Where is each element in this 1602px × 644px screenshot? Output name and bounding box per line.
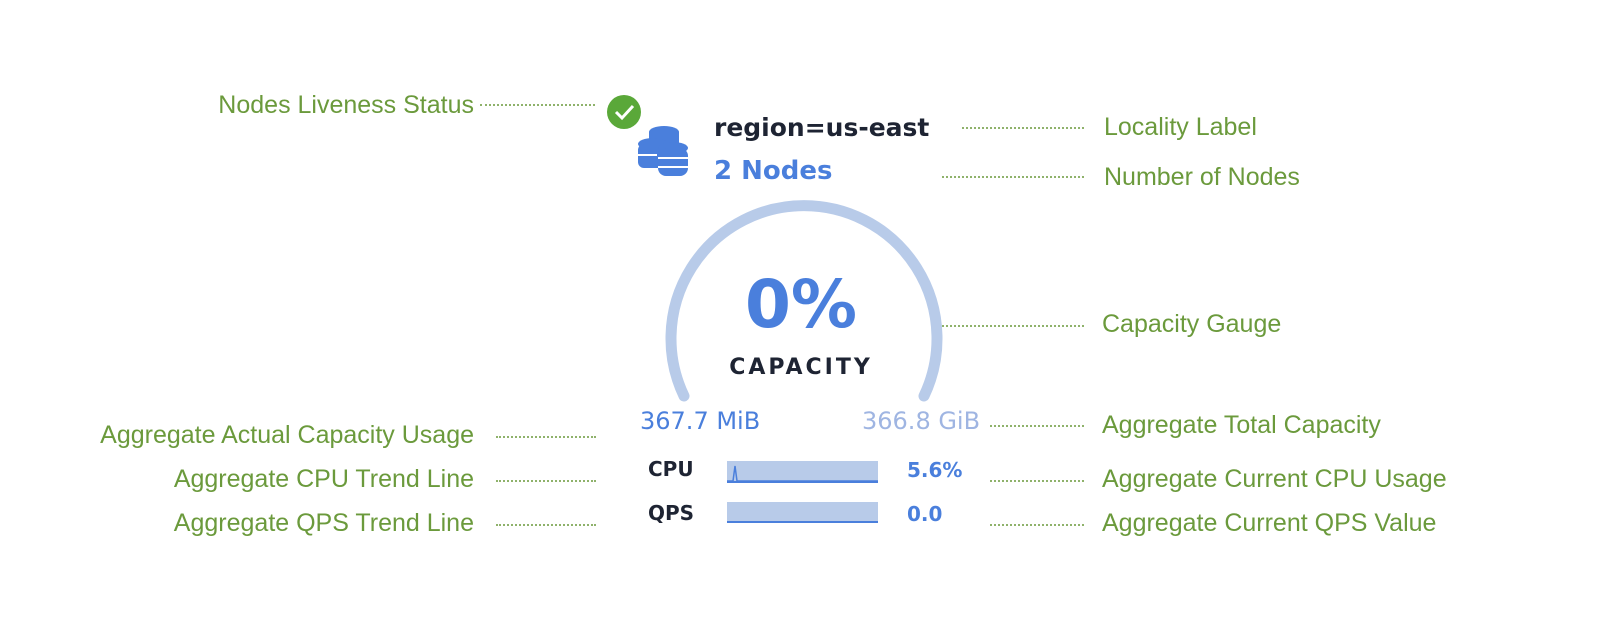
annotation-nodes: Number of Nodes (1104, 163, 1300, 191)
cpu-value: 5.6% (907, 458, 963, 482)
cpu-trend-line (727, 465, 878, 482)
leader-line (942, 176, 1084, 178)
capacity-used: 367.7 MiB (640, 407, 761, 435)
annotation-total: Aggregate Total Capacity (1102, 411, 1381, 439)
leader-line (990, 480, 1084, 482)
leader-line (942, 325, 1084, 327)
capacity-label: CAPACITY (729, 355, 873, 380)
qps-label: QPS (648, 501, 695, 525)
cpu-sparkline (727, 461, 878, 483)
capacity-percent: 0% (744, 266, 858, 343)
annotation-qps-current: Aggregate Current QPS Value (1102, 509, 1437, 537)
node-count-link[interactable]: 2 Nodes (714, 156, 833, 186)
capacity-total: 366.8 GiB (862, 407, 981, 435)
leader-line (480, 104, 595, 106)
annotation-cpu-trend: Aggregate CPU Trend Line (173, 465, 474, 493)
leader-line (496, 436, 596, 438)
annotation-liveness: Nodes Liveness Status (218, 91, 474, 119)
annotation-cpu-current: Aggregate Current CPU Usage (1102, 465, 1447, 493)
liveness-check-icon (607, 95, 641, 129)
annotation-locality: Locality Label (1104, 113, 1257, 141)
database-nodes-icon (638, 126, 688, 176)
leader-line (496, 524, 596, 526)
locality-label: region=us-east (714, 113, 930, 142)
qps-value: 0.0 (907, 502, 943, 526)
leader-line (990, 524, 1084, 526)
capacity-gauge (665, 200, 943, 402)
annotation-qps-trend: Aggregate QPS Trend Line (173, 509, 474, 537)
qps-sparkline (727, 502, 878, 523)
cpu-label: CPU (648, 457, 694, 481)
leader-line (990, 425, 1084, 427)
annotation-used: Aggregate Actual Capacity Usage (100, 421, 474, 449)
annotation-gauge: Capacity Gauge (1102, 310, 1282, 338)
leader-line (496, 480, 596, 482)
leader-line (962, 127, 1084, 129)
